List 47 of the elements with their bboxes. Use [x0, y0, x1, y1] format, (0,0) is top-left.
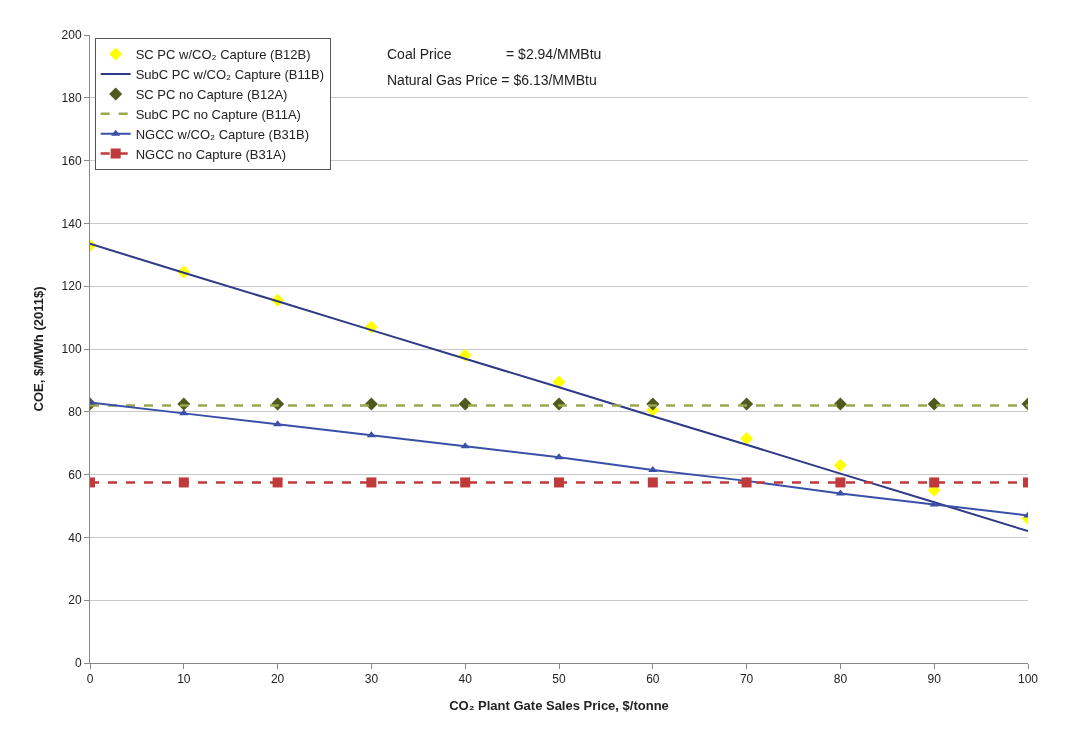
y-tick-label: 180	[61, 91, 82, 105]
point	[458, 397, 472, 411]
x-tick-label: 10	[177, 672, 191, 687]
x-tick-label: 100	[1017, 672, 1039, 687]
y-tick-label: 80	[68, 405, 82, 419]
point	[366, 477, 377, 488]
x-tick-label: 70	[739, 672, 754, 687]
point	[648, 465, 658, 472]
y-tick-label: 160	[61, 153, 82, 168]
y-tick-label: 20	[68, 593, 82, 608]
y-tick-label: 120	[61, 279, 82, 294]
x-tick-label: 90	[927, 672, 942, 687]
point	[833, 458, 847, 472]
y-tick-label: 140	[61, 216, 82, 231]
point	[741, 477, 752, 488]
legend-label: SC PC w/CO₂ Capture (B12B)	[135, 47, 311, 63]
legend-label: NGCC w/CO₂ Capture (B31B)	[135, 126, 310, 142]
legend-label: SubC PC no Capture (B11A)	[135, 106, 301, 122]
x-tick-label: 20	[270, 672, 285, 687]
legend-label: SubC PC w/CO₂ Capture (B11B)	[135, 67, 325, 83]
x-tick-label: 40	[458, 672, 473, 687]
legend-label: SC PC no Capture (B12A)	[135, 86, 288, 102]
point	[554, 477, 564, 488]
legend-label: NGCC no Capture (B31A)	[135, 146, 286, 162]
point	[552, 375, 566, 389]
x-tick-label: 60	[646, 672, 660, 687]
y-tick-label: 100	[61, 342, 82, 357]
point	[272, 477, 283, 488]
point	[647, 477, 658, 488]
point	[833, 397, 847, 411]
y-tick-label: 200	[61, 28, 82, 43]
point	[740, 431, 754, 445]
y-tick-label: 0	[74, 656, 82, 671]
y-tick-label: 60	[68, 467, 82, 482]
point	[929, 477, 940, 488]
y-axis-title: COE, $/MWh (2011$)	[30, 286, 46, 412]
x-tick-label: 30	[364, 672, 379, 687]
annotation: Natural Gas Price = $6.13/MMBtu	[387, 72, 597, 88]
point	[460, 477, 471, 488]
x-tick-label: 0	[86, 672, 94, 687]
x-tick-label: 50	[552, 672, 566, 687]
x-tick-label: 80	[833, 672, 848, 687]
point	[178, 477, 189, 488]
point	[835, 477, 846, 488]
annotation: Coal Price = $2.94/MMBtu	[387, 46, 602, 62]
x-axis-title: CO₂ Plant Gate Sales Price, $/tonne	[449, 698, 669, 713]
y-tick-label: 40	[68, 530, 82, 545]
